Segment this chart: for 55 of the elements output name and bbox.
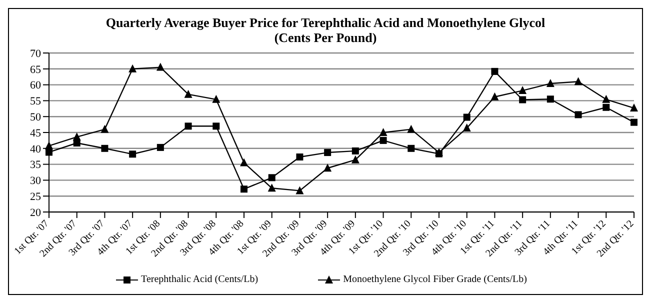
point bbox=[73, 139, 80, 146]
point bbox=[156, 62, 164, 71]
legend-label: Monoethylene Glycol Fiber Grade (Cents/Lb) bbox=[342, 274, 527, 285]
point bbox=[490, 92, 499, 100]
point bbox=[602, 104, 610, 111]
point bbox=[463, 114, 470, 121]
y-tick-label: 45 bbox=[30, 127, 42, 140]
point bbox=[296, 153, 304, 160]
point bbox=[46, 148, 52, 156]
y-tick-label: 70 bbox=[30, 48, 42, 60]
point bbox=[518, 86, 527, 94]
point bbox=[156, 144, 164, 151]
point bbox=[546, 96, 554, 103]
point bbox=[129, 150, 136, 158]
point bbox=[351, 155, 360, 164]
point bbox=[240, 158, 248, 166]
legend-label: Terephthalic Acid (Cents/Lb) bbox=[140, 274, 258, 285]
point bbox=[212, 122, 220, 130]
chart-subtitle: (Cents Per Pound) bbox=[273, 30, 378, 45]
point bbox=[184, 90, 192, 98]
y-tick-label: 50 bbox=[30, 112, 42, 124]
y-tick-label: 55 bbox=[30, 96, 42, 108]
y-tick-label: 60 bbox=[30, 80, 42, 92]
point bbox=[462, 124, 471, 132]
point bbox=[296, 186, 304, 194]
point bbox=[240, 186, 248, 193]
point bbox=[408, 144, 415, 152]
point bbox=[574, 111, 582, 118]
point bbox=[268, 174, 276, 182]
y-tick-label: 65 bbox=[30, 64, 42, 76]
point bbox=[491, 68, 498, 75]
point bbox=[100, 124, 109, 133]
point bbox=[574, 77, 582, 86]
point bbox=[324, 149, 332, 156]
point bbox=[324, 164, 332, 172]
point bbox=[546, 79, 554, 88]
point bbox=[519, 96, 526, 104]
point bbox=[101, 144, 108, 152]
point bbox=[630, 118, 638, 126]
point bbox=[602, 94, 610, 103]
y-tick-label: 35 bbox=[30, 159, 42, 172]
y-tick-label: 20 bbox=[30, 206, 42, 219]
point bbox=[380, 136, 387, 144]
point bbox=[212, 94, 220, 103]
y-tick-label: 25 bbox=[30, 191, 42, 204]
point bbox=[407, 124, 416, 133]
point bbox=[379, 128, 388, 136]
point bbox=[268, 184, 276, 192]
chart-title: Quarterly Average Buyer Price for Terephthalic Acid and Monoethylene Glycol bbox=[104, 15, 546, 30]
point bbox=[630, 104, 638, 112]
point bbox=[128, 64, 137, 72]
point bbox=[352, 147, 359, 154]
point bbox=[184, 122, 192, 130]
y-tick-label: 40 bbox=[30, 143, 42, 156]
y-tick-label: 30 bbox=[30, 175, 42, 188]
